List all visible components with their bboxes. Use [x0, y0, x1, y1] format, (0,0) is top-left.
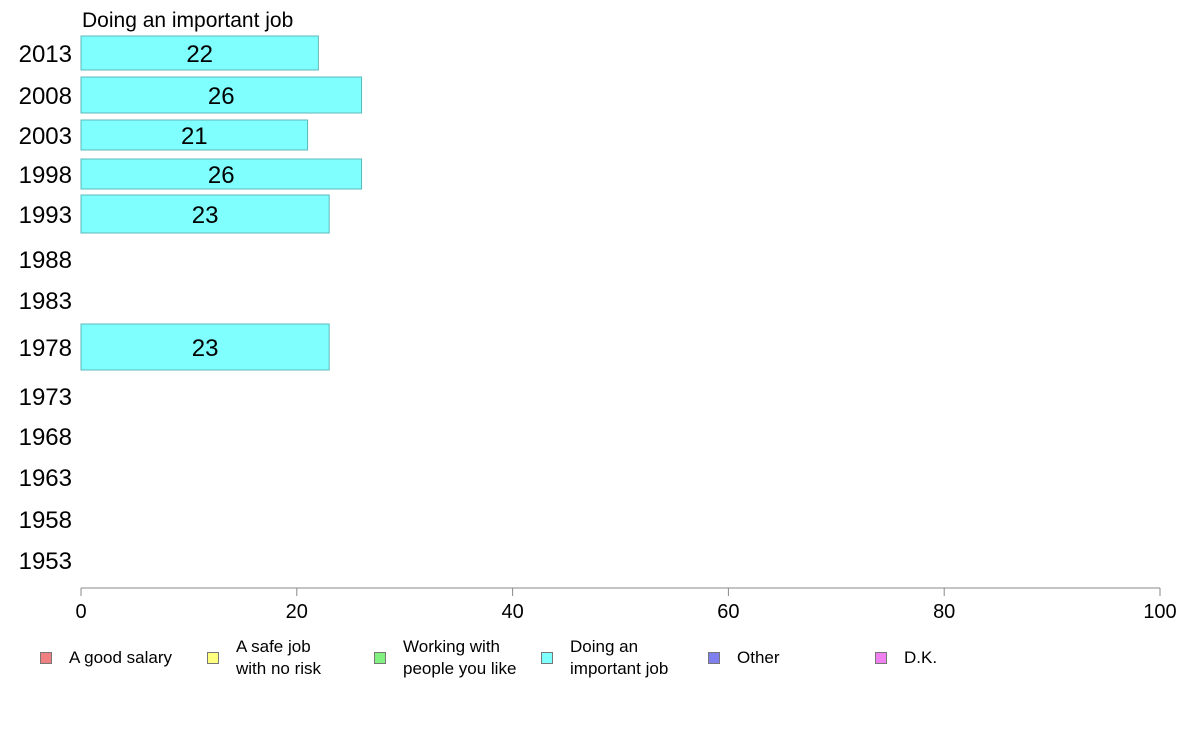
legend-swatch [708, 652, 720, 664]
year-label-1978: 1978 [19, 335, 72, 362]
legend-swatch [40, 652, 52, 664]
bar-value-label-2008: 26 [208, 83, 235, 110]
x-tick-label-100: 100 [1143, 601, 1176, 623]
legend-item: Doing an important job [541, 636, 668, 680]
legend-item: Other [708, 636, 780, 680]
legend-label: D.K. [904, 648, 938, 667]
chart-title: Doing an important job [82, 9, 293, 32]
legend-swatch [374, 652, 386, 664]
x-axis: 0 20 40 60 80 100 [75, 587, 1177, 623]
year-label-1963: 1963 [19, 465, 72, 492]
bar-value-label-2003: 21 [181, 123, 208, 150]
bar-value-label-2013: 22 [186, 41, 213, 68]
year-label-1953: 1953 [19, 548, 72, 575]
year-label-1983: 1983 [19, 288, 72, 315]
legend-item: A safe job with no risk [207, 636, 321, 680]
bar-1993 [80, 194, 330, 234]
legend-label: A good salary [69, 648, 173, 667]
x-tick-label-80: 80 [933, 601, 955, 623]
year-labels-group: 2013 2008 2003 1998 1993 1988 1983 1978 1973 1968… [19, 41, 72, 575]
bar-value-label-1993: 23 [192, 202, 219, 229]
bar-1998 [80, 158, 363, 190]
year-label-1998: 1998 [19, 162, 72, 189]
year-label-2008: 2008 [19, 83, 72, 110]
year-label-2013: 2013 [19, 41, 72, 68]
year-label-1993: 1993 [19, 202, 72, 229]
bar-2008 [80, 76, 363, 114]
year-label-1958: 1958 [19, 507, 72, 534]
legend-swatch [207, 652, 219, 664]
x-tick-label-60: 60 [717, 601, 739, 623]
legend: A good salary A safe job with no risk Work… [0, 636, 1188, 686]
legend-label: Other [737, 648, 780, 667]
year-label-1988: 1988 [19, 247, 72, 274]
legend-item: D.K. [875, 636, 937, 680]
bar-value-label-1978: 23 [192, 335, 219, 362]
legend-swatch [541, 652, 553, 664]
x-tick-label-0: 0 [75, 601, 86, 623]
year-label-1973: 1973 [19, 384, 72, 411]
legend-label: A safe job with no risk [236, 637, 322, 678]
x-tick-label-20: 20 [286, 601, 308, 623]
legend-label: Working with people you like [403, 637, 517, 678]
bar-1978 [80, 323, 330, 371]
legend-item: A good salary [40, 636, 172, 680]
year-label-1968: 1968 [19, 424, 72, 451]
bar-2003 [80, 119, 309, 151]
legend-label: Doing an important job [570, 637, 669, 678]
bar-2013 [80, 35, 319, 71]
legend-item: Working with people you like [374, 636, 516, 680]
legend-swatch [875, 652, 887, 664]
bar-value-label-1998: 26 [208, 162, 235, 189]
year-label-2003: 2003 [19, 123, 72, 150]
x-tick-label-40: 40 [501, 601, 523, 623]
